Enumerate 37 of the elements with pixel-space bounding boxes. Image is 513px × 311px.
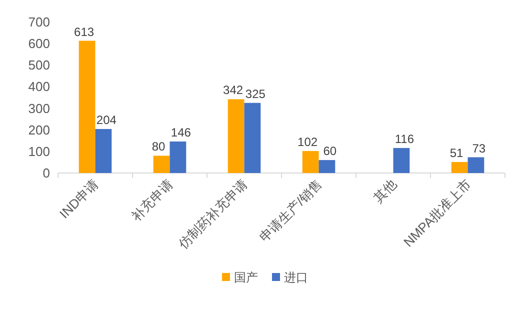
y-tick-label: 400 [28, 79, 50, 94]
bar [468, 157, 484, 173]
x-tick-label: IND申请 [56, 176, 102, 222]
x-tick-label: 仿制药补充申请 [174, 176, 250, 252]
bar [170, 142, 186, 173]
data-label: 51 [450, 146, 464, 160]
x-tick-label: 申请生产/销售 [256, 176, 325, 245]
legend-label: 国产 [234, 270, 258, 284]
data-label: 102 [298, 134, 318, 149]
y-tick-label: 500 [28, 58, 50, 73]
x-tick-label: 补充申请 [128, 176, 176, 224]
data-label: 325 [245, 86, 266, 101]
bar [393, 148, 410, 173]
y-tick-label: 300 [28, 100, 50, 116]
data-label: 613 [74, 24, 94, 39]
y-tick-label: 700 [28, 14, 50, 30]
bar [244, 102, 261, 173]
data-label: 146 [170, 126, 192, 140]
data-label: 342 [223, 83, 244, 98]
bar [95, 128, 112, 173]
y-tick-label: 200 [28, 122, 50, 138]
data-label: 204 [96, 112, 117, 127]
data-label: 60 [323, 144, 337, 158]
y-tick-label: 0 [42, 166, 50, 180]
bar [302, 150, 319, 173]
bar [451, 162, 468, 173]
x-tick-label: 其他 [370, 176, 400, 206]
data-label: 116 [394, 132, 414, 146]
bar [78, 40, 96, 173]
bar [153, 156, 170, 173]
legend-label: 进口 [284, 270, 308, 284]
y-tick-label: 600 [28, 36, 50, 52]
bar [228, 99, 244, 173]
y-tick-label: 100 [28, 144, 50, 159]
data-label: 73 [472, 141, 486, 156]
data-label: 80 [152, 140, 166, 154]
bar [318, 160, 336, 173]
